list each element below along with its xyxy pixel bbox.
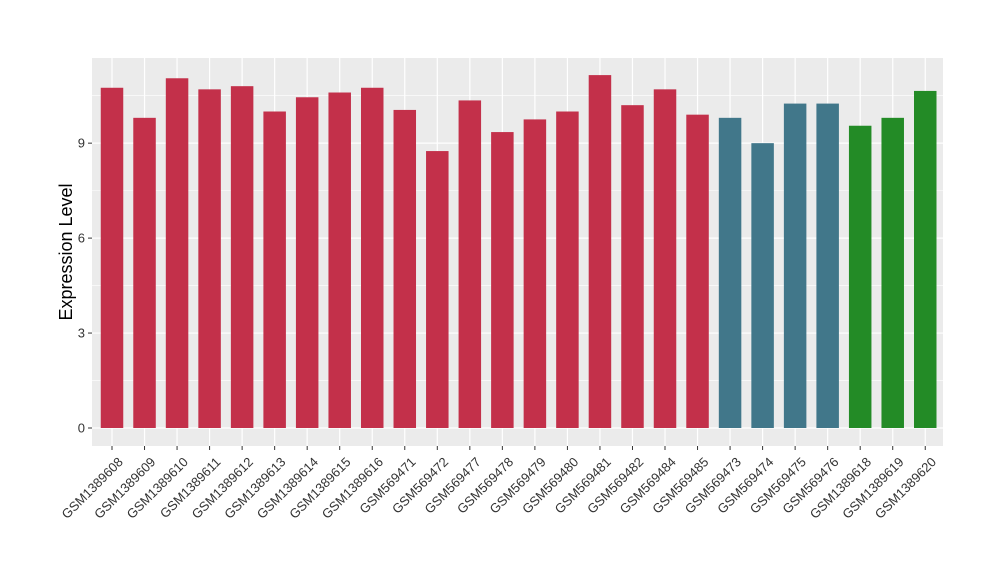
y-tick-label: 6	[78, 231, 85, 246]
bar-GSM1389613	[263, 111, 286, 428]
bar-GSM1389614	[295, 97, 319, 428]
bars	[100, 75, 937, 429]
bar-GSM569485	[686, 114, 709, 428]
y-tick-label: 3	[78, 326, 85, 341]
bar-GSM1389611	[198, 89, 221, 428]
bar-GSM1389619	[881, 117, 904, 428]
bar-GSM569482	[621, 105, 644, 429]
bar-GSM569475	[783, 103, 807, 429]
bar-GSM569472	[426, 151, 449, 428]
y-tick-label: 9	[78, 136, 85, 151]
bar-GSM1389612	[230, 86, 254, 429]
bar-GSM1389618	[848, 125, 872, 429]
bar-GSM569477	[458, 100, 482, 429]
x-axis: GSM1389608GSM1389609GSM1389610GSM1389611…	[59, 446, 939, 522]
bar-GSM1389609	[133, 117, 156, 428]
bar-GSM1389610	[165, 78, 189, 428]
bar-GSM569478	[491, 132, 514, 428]
bar-GSM1389608	[100, 87, 124, 428]
bar-GSM569471	[393, 109, 417, 428]
y-axis: 0 3 6 9	[78, 136, 92, 436]
bar-GSM1389620	[914, 90, 937, 429]
bar-GSM1389616	[360, 87, 384, 428]
bar-GSM569474	[751, 143, 774, 428]
y-tick-label: 0	[78, 421, 85, 436]
bar-GSM569476	[816, 103, 839, 429]
bar-GSM569473	[718, 117, 742, 428]
y-axis-title: Expression Level	[56, 183, 76, 320]
bar-GSM569480	[556, 111, 579, 428]
bar-GSM569479	[523, 119, 547, 428]
bar-GSM569481	[588, 75, 612, 428]
bar-GSM1389615	[328, 92, 351, 428]
bar-GSM569484	[653, 89, 677, 428]
